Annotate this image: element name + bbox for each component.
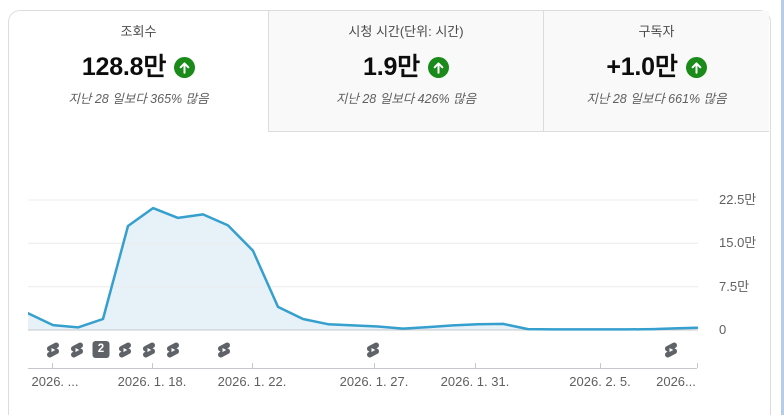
- x-axis-label: 2026. 1. 31.: [440, 374, 510, 389]
- x-axis-label: 2026...: [656, 374, 696, 389]
- x-axis-line: [28, 368, 697, 369]
- shorts-upload-icon[interactable]: [44, 341, 62, 359]
- metric-value-row: 1.9만: [269, 52, 543, 82]
- metric-change-note: 지난 28 일보다 661% 많음: [586, 92, 727, 106]
- x-axis-label: 2026. ...: [31, 374, 79, 389]
- upload-markers-row: 2: [0, 341, 784, 360]
- metric-change-note: 지난 28 일보다 365% 많음: [68, 92, 209, 106]
- shorts-upload-icon[interactable]: [215, 341, 233, 359]
- shorts-upload-icon[interactable]: [116, 341, 134, 359]
- x-axis-label: 2026. 2. 5.: [569, 374, 631, 389]
- x-axis-label: 2026. 1. 18.: [117, 374, 187, 389]
- x-axis-label: 2026. 1. 22.: [217, 374, 287, 389]
- axis-tick: [374, 363, 375, 368]
- metric-title: 구독자: [638, 24, 675, 39]
- metric-change-note: 지난 28 일보다 426% 많음: [335, 92, 477, 106]
- axis-tick: [697, 363, 698, 368]
- shorts-upload-icon[interactable]: [164, 341, 182, 359]
- metric-card-views[interactable]: 조회수 128.8만 지난 28 일보다 365% 많음: [9, 11, 268, 132]
- y-axis-label: 22.5만: [719, 192, 757, 207]
- axis-tick: [252, 363, 253, 368]
- metric-title: 조회수: [120, 24, 157, 39]
- shorts-upload-icon[interactable]: [662, 341, 680, 359]
- shorts-upload-icon[interactable]: [68, 341, 86, 359]
- metric-value: +1.0만: [606, 53, 678, 81]
- metric-card-subscribers[interactable]: 구독자 +1.0만 지난 28 일보다 661% 많음: [543, 11, 769, 132]
- axis-tick: [475, 363, 476, 368]
- y-axis-label: 15.0만: [719, 235, 757, 250]
- shorts-upload-icon[interactable]: [364, 341, 382, 359]
- metric-card-watch-time[interactable]: 시청 시간(단위: 시간) 1.9만 지난 28 일보다 426% 많음: [268, 11, 543, 132]
- metric-cards: 조회수 128.8만 지난 28 일보다 365% 많음 시청 시간(단위: 시…: [9, 11, 769, 132]
- y-axis-label: 0: [719, 322, 727, 337]
- window-edge-line: [781, 0, 784, 415]
- axis-tick: [52, 363, 53, 368]
- metric-value: 128.8만: [81, 53, 167, 81]
- axis-tick: [152, 363, 153, 368]
- y-axis-label: 7.5만: [719, 279, 750, 294]
- trend-up-icon: [427, 56, 449, 78]
- metric-title: 시청 시간(단위: 시간): [348, 24, 464, 39]
- views-trend-chart[interactable]: [28, 195, 698, 331]
- metric-value-row: +1.0만: [544, 52, 769, 82]
- metric-value: 1.9만: [363, 53, 420, 81]
- upload-count-badge[interactable]: 2: [92, 341, 110, 358]
- trend-up-icon: [174, 56, 196, 78]
- x-axis-label: 2026. 1. 27.: [339, 374, 409, 389]
- trend-up-icon: [685, 56, 707, 78]
- shorts-upload-icon[interactable]: [140, 341, 158, 359]
- axis-tick: [600, 363, 601, 368]
- metric-value-row: 128.8만: [9, 52, 268, 82]
